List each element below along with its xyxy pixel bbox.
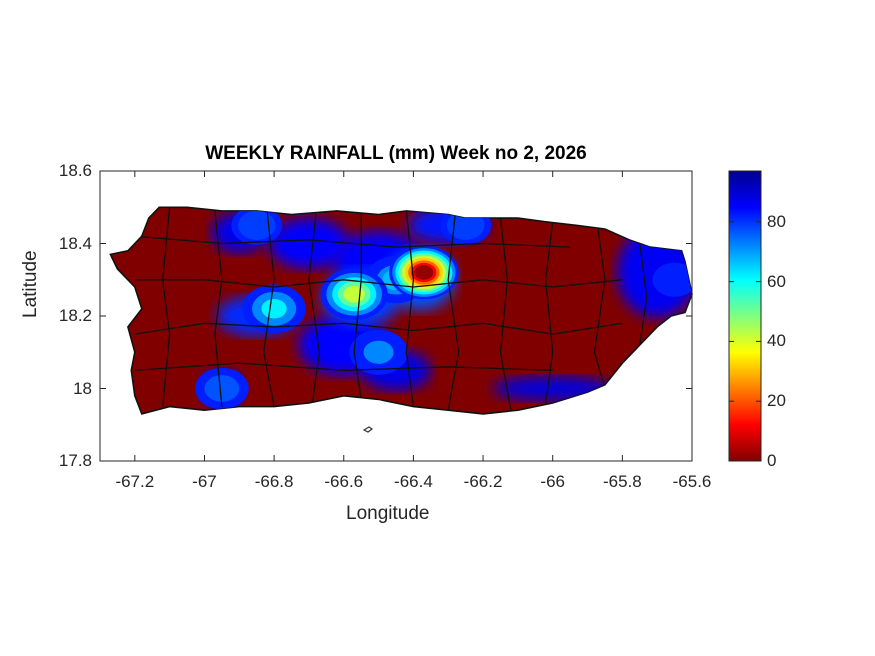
x-tick-label: -67 xyxy=(192,472,217,491)
x-tick-label: -66.4 xyxy=(394,472,433,491)
x-axis-ticks xyxy=(134,171,693,461)
municipality-boundary xyxy=(162,207,171,407)
island-map xyxy=(109,206,693,433)
rainfall-hotspots xyxy=(195,207,692,410)
municipality-boundary xyxy=(214,210,223,407)
municipality-boundary xyxy=(134,362,553,372)
rainfall-hotspot xyxy=(204,375,240,402)
municipality-boundary xyxy=(263,210,275,407)
island-base xyxy=(109,206,693,415)
y-tick-label: 17.8 xyxy=(58,451,92,470)
y-tick-label: 18.6 xyxy=(58,161,92,180)
colorbar-tick-label: 60 xyxy=(767,271,786,291)
vieques-islet xyxy=(362,426,374,433)
rainfall-hotspot xyxy=(414,265,434,280)
x-tick-label: -66.6 xyxy=(324,472,364,491)
y-axis-ticks xyxy=(100,170,692,462)
x-tick-label: -66 xyxy=(540,472,565,491)
colorbar xyxy=(728,170,762,462)
x-tick-label: -65.6 xyxy=(672,472,712,491)
municipality-boundary xyxy=(405,210,415,407)
colorbar-tick-label: 20 xyxy=(767,391,786,411)
colorbar-tick-label: 80 xyxy=(767,211,786,231)
rainfall-hotspot xyxy=(652,262,692,297)
municipality-boundary xyxy=(593,228,606,389)
chart-title: WEEKLY RAINFALL (mm) Week no 2, 2026 xyxy=(205,143,587,164)
y-tick-label: 18.2 xyxy=(58,306,92,325)
y-tick-label: 18.4 xyxy=(58,233,92,253)
colorbar-ticks xyxy=(729,221,761,462)
rainfall-hotspot xyxy=(363,340,394,364)
municipality-boundary xyxy=(308,214,321,404)
rainfall-hotspot xyxy=(343,286,365,303)
x-axis-label: Longitude xyxy=(346,503,430,524)
rainfall-hotspot xyxy=(446,210,485,240)
rainfall-hotspot xyxy=(237,210,276,240)
municipality-boundary xyxy=(545,221,554,404)
x-tick-label: -66.2 xyxy=(463,472,503,491)
rainfall-patch xyxy=(268,218,349,269)
x-tick-label: -67.2 xyxy=(115,472,155,491)
rainfall-hotspot xyxy=(261,299,287,319)
municipality-boundaries xyxy=(134,207,648,411)
municipality-boundary xyxy=(639,243,648,346)
municipality-boundary xyxy=(134,279,623,288)
x-tick-label: -66.8 xyxy=(254,472,294,491)
colorbar-tick-label: 0 xyxy=(767,451,777,470)
municipality-boundary xyxy=(353,210,362,400)
municipality-boundary xyxy=(134,235,571,248)
y-tick-label: 18 xyxy=(73,378,92,398)
x-tick-label: -65.8 xyxy=(602,472,642,491)
municipality-boundary xyxy=(499,218,512,411)
municipality-boundary xyxy=(447,214,460,411)
colorbar-tick-label: 40 xyxy=(767,331,786,351)
